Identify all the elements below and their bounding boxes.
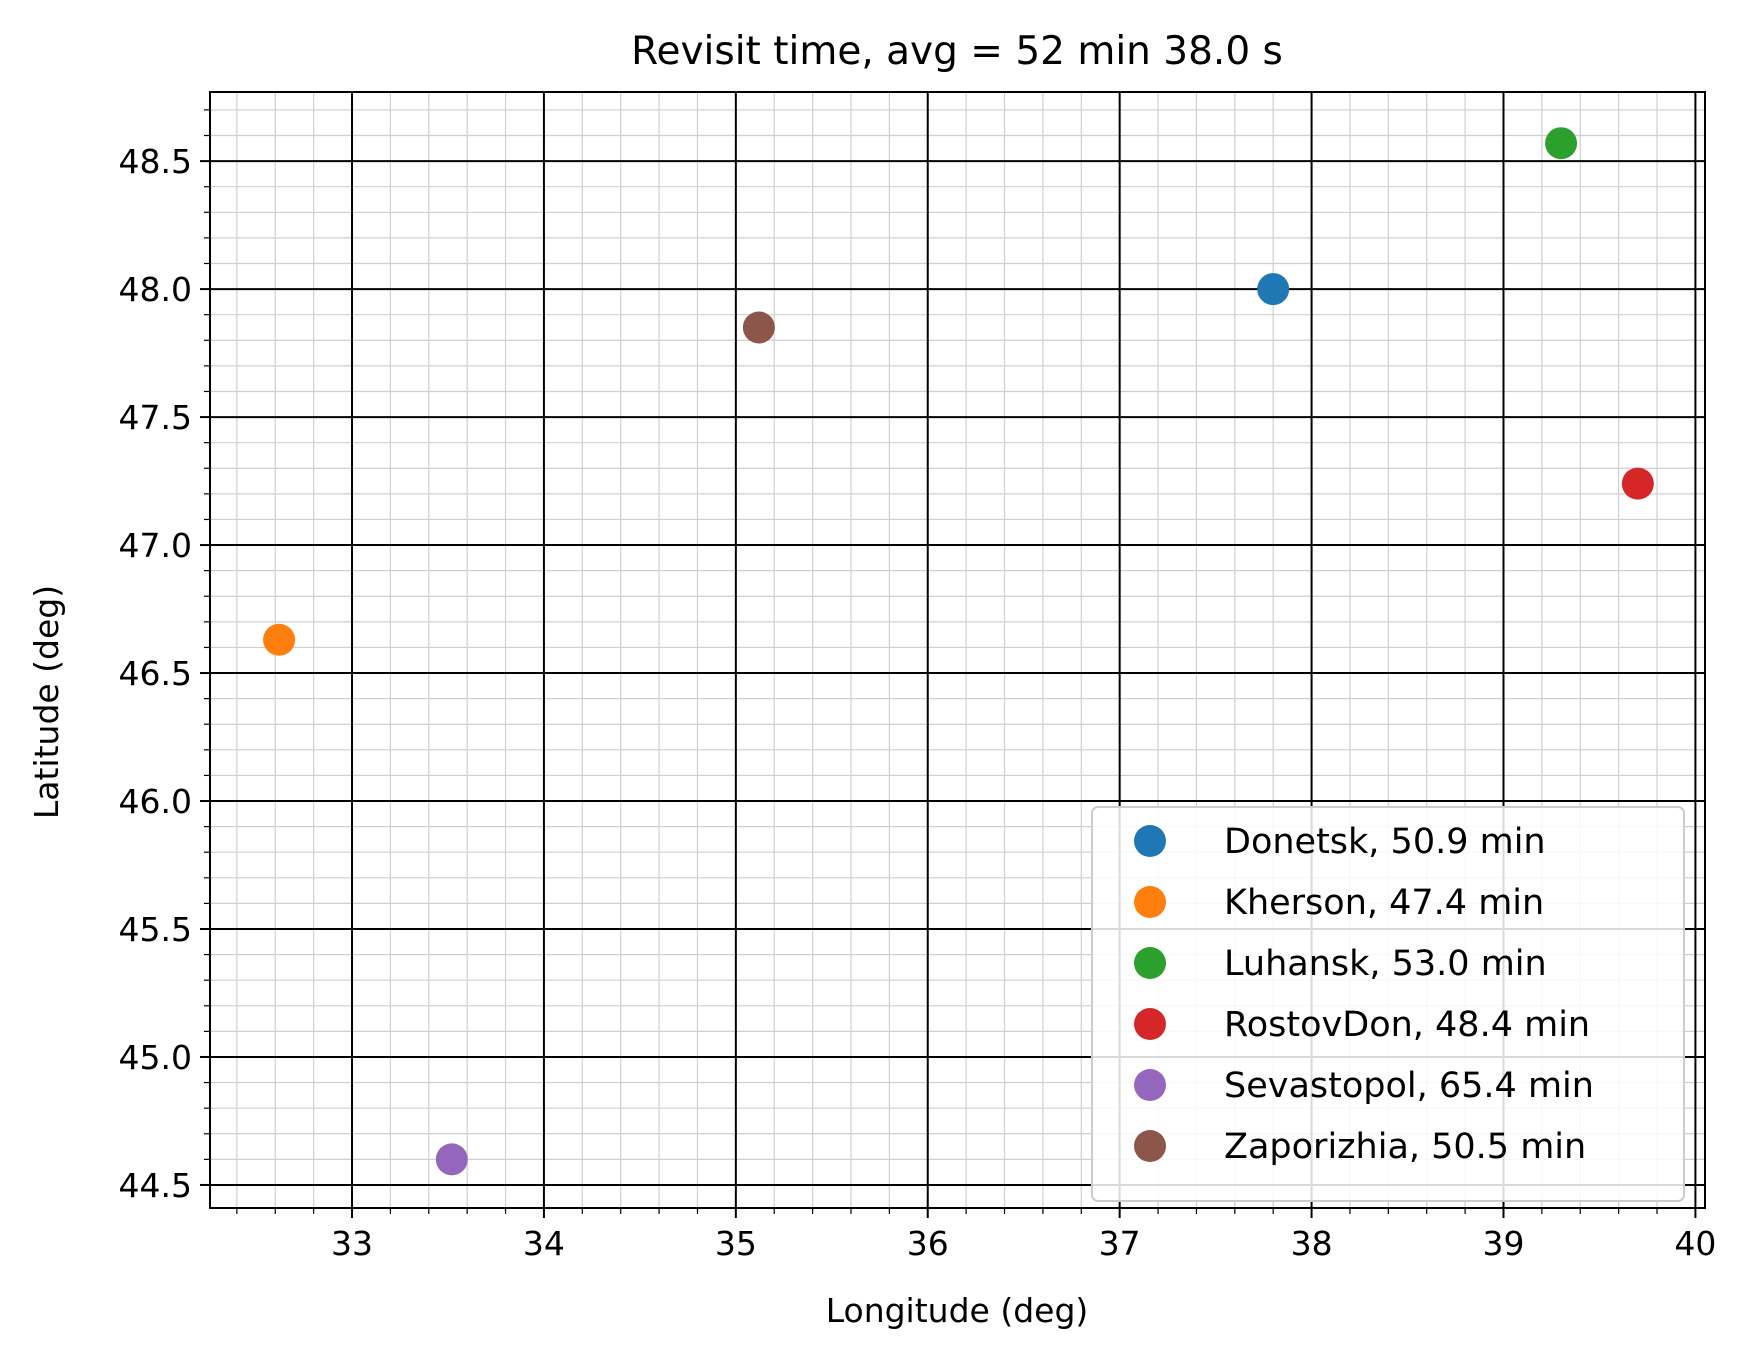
- legend: Donetsk, 50.9 min Kherson, 47.4 min Luhans…: [1091, 806, 1685, 1202]
- chart-title: Revisit time, avg = 52 min 38.0 s: [631, 29, 1283, 74]
- tick-labels: 33 34 35 36 37 38 39 40 44.5 45.0 45.5 46.0 46.5 47.0…: [119, 142, 1717, 1263]
- scatter-point: [742, 311, 775, 344]
- legend-marker: [1134, 1130, 1166, 1162]
- x-tick-label: 33: [331, 1224, 373, 1263]
- legend-marker: [1134, 886, 1166, 918]
- x-tick-label: 34: [523, 1224, 565, 1263]
- data-points: [263, 127, 1654, 1176]
- scatter-point: [1545, 127, 1578, 160]
- scatter-point: [263, 623, 296, 656]
- x-axis-label: Longitude (deg): [826, 1291, 1089, 1330]
- y-tick-label: 47.5: [119, 398, 192, 437]
- legend-marker: [1134, 1069, 1166, 1101]
- y-tick-label: 45.0: [119, 1038, 192, 1077]
- scatter-point: [1257, 273, 1290, 306]
- scatter-point: [435, 1143, 468, 1176]
- scatter-point: [1621, 467, 1654, 500]
- y-tick-label: 44.5: [119, 1166, 192, 1205]
- y-tick-label: 46.0: [119, 782, 192, 821]
- legend-label: Luhansk, 53.0 min: [1224, 944, 1547, 984]
- legend-box: [1091, 806, 1685, 1202]
- legend-label: Kherson, 47.4 min: [1224, 883, 1544, 923]
- legend-marker: [1134, 1008, 1166, 1040]
- x-tick-label: 38: [1291, 1224, 1333, 1263]
- y-tick-label: 48.5: [119, 142, 192, 181]
- plot-frame: [209, 91, 1706, 1209]
- legend-label: RostovDon, 48.4 min: [1224, 1005, 1590, 1045]
- legend-label: Sevastopol, 65.4 min: [1224, 1066, 1594, 1106]
- x-tick-label: 37: [1099, 1224, 1141, 1263]
- y-tick-label: 46.5: [119, 654, 192, 693]
- x-tick-label: 39: [1482, 1224, 1524, 1263]
- legend-label: Donetsk, 50.9 min: [1224, 822, 1546, 862]
- x-tick-label: 36: [907, 1224, 949, 1263]
- y-tick-label: 47.0: [119, 526, 192, 565]
- x-tick-label: 35: [715, 1224, 757, 1263]
- y-tick-label: 45.5: [119, 910, 192, 949]
- y-tick-label: 48.0: [119, 270, 192, 309]
- y-axis-label: Latitude (deg): [27, 585, 66, 819]
- legend-marker: [1134, 947, 1166, 979]
- x-tick-label: 40: [1674, 1224, 1716, 1263]
- legend-marker: [1134, 825, 1166, 857]
- legend-label: Zaporizhia, 50.5 min: [1224, 1127, 1586, 1167]
